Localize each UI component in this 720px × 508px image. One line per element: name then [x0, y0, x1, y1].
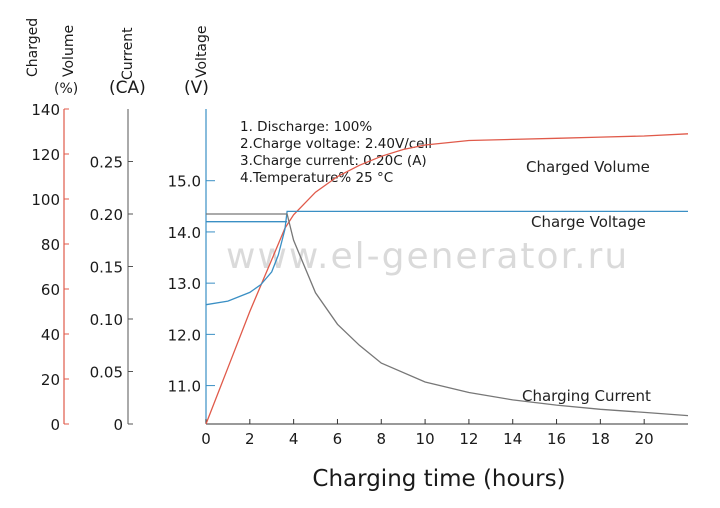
x-tick-label: 16 — [547, 430, 566, 448]
voltage-axis-title: Voltage (V) — [184, 25, 210, 98]
series-layer — [205, 133, 689, 425]
charged-volume-tick-label: 120 — [31, 146, 60, 164]
current-tick-label: 0.10 — [90, 311, 123, 329]
x-ticks: 0 2 4 6 8 10 12 14 16 18 20 — [201, 419, 654, 448]
voltage-tick-label: 11.0 — [168, 378, 201, 396]
charged-volume-ticks: 0 20 40 60 80 100 120 140 — [31, 101, 69, 434]
charged-volume-tick-label: 0 — [50, 416, 60, 434]
voltage-tick-label: 14.0 — [168, 224, 201, 242]
x-tick-label: 12 — [459, 430, 478, 448]
voltage-title-2: (V) — [184, 78, 209, 98]
series-line-charging-current — [206, 213, 689, 417]
x-tick-label: 0 — [201, 430, 211, 448]
x-tick-label: 10 — [416, 430, 435, 448]
current-tick-label: 0.25 — [90, 154, 123, 172]
current-tick-label: 0.05 — [90, 364, 123, 382]
x-tick-label: 20 — [635, 430, 654, 448]
note-4: 4.Temperature% 25 °C — [240, 170, 393, 186]
current-tick-label: 0 — [113, 416, 123, 434]
x-tick-label: 14 — [503, 430, 522, 448]
current-title-1: Current — [120, 27, 136, 80]
note-3: 3.Charge current: 0.20C (A) — [240, 153, 427, 169]
watermark: www.el-generator.ru — [226, 236, 629, 277]
x-tick-label: 6 — [333, 430, 343, 448]
charged-volume-tick-label: 60 — [41, 281, 60, 299]
series-label-charging-current: Charging Current — [522, 387, 651, 405]
current-ticks: 0 0.05 0.10 0.15 0.20 0.25 — [90, 154, 133, 434]
x-axis-title: Charging time (hours) — [312, 466, 565, 492]
current-tick-label: 0.15 — [90, 259, 123, 277]
x-tick-label: 4 — [289, 430, 299, 448]
charged-volume-title-1: Charged — [25, 18, 41, 77]
charged-volume-tick-label: 20 — [41, 371, 60, 389]
charged-volume-axis-title: Charged Volume (%) — [25, 18, 78, 97]
charged-volume-tick-label: 140 — [31, 101, 60, 119]
series-label-charged-volume: Charged Volume — [526, 158, 650, 176]
charged-volume-title-3: (%) — [54, 81, 78, 97]
x-tick-label: 18 — [591, 430, 610, 448]
voltage-tick-label: 12.0 — [168, 326, 201, 344]
current-tick-label: 0.20 — [90, 206, 123, 224]
note-2: 2.Charge voltage: 2.40V/cell — [240, 136, 432, 152]
current-axis-title: Current (CA) — [109, 27, 146, 98]
voltage-tick-label: 13.0 — [168, 275, 201, 293]
voltage-title-1: Voltage — [194, 25, 210, 78]
charged-volume-tick-label: 80 — [41, 236, 60, 254]
voltage-ticks: 11.0 12.0 13.0 14.0 15.0 — [168, 173, 215, 396]
conditions-notes: 1. Discharge: 100% 2.Charge voltage: 2.4… — [240, 119, 432, 186]
current-title-2: (CA) — [109, 78, 146, 98]
x-tick-label: 2 — [245, 430, 255, 448]
note-1: 1. Discharge: 100% — [240, 119, 372, 135]
x-tick-label: 8 — [376, 430, 386, 448]
voltage-tick-label: 15.0 — [168, 173, 201, 191]
charged-volume-tick-label: 100 — [31, 191, 60, 209]
series-label-charge-voltage: Charge Voltage — [531, 213, 646, 231]
series-line-charged-volume — [205, 133, 689, 425]
series-line-charge-voltage — [205, 210, 688, 306]
charged-volume-title-2: Volume — [61, 25, 77, 77]
charged-volume-tick-label: 40 — [41, 326, 60, 344]
